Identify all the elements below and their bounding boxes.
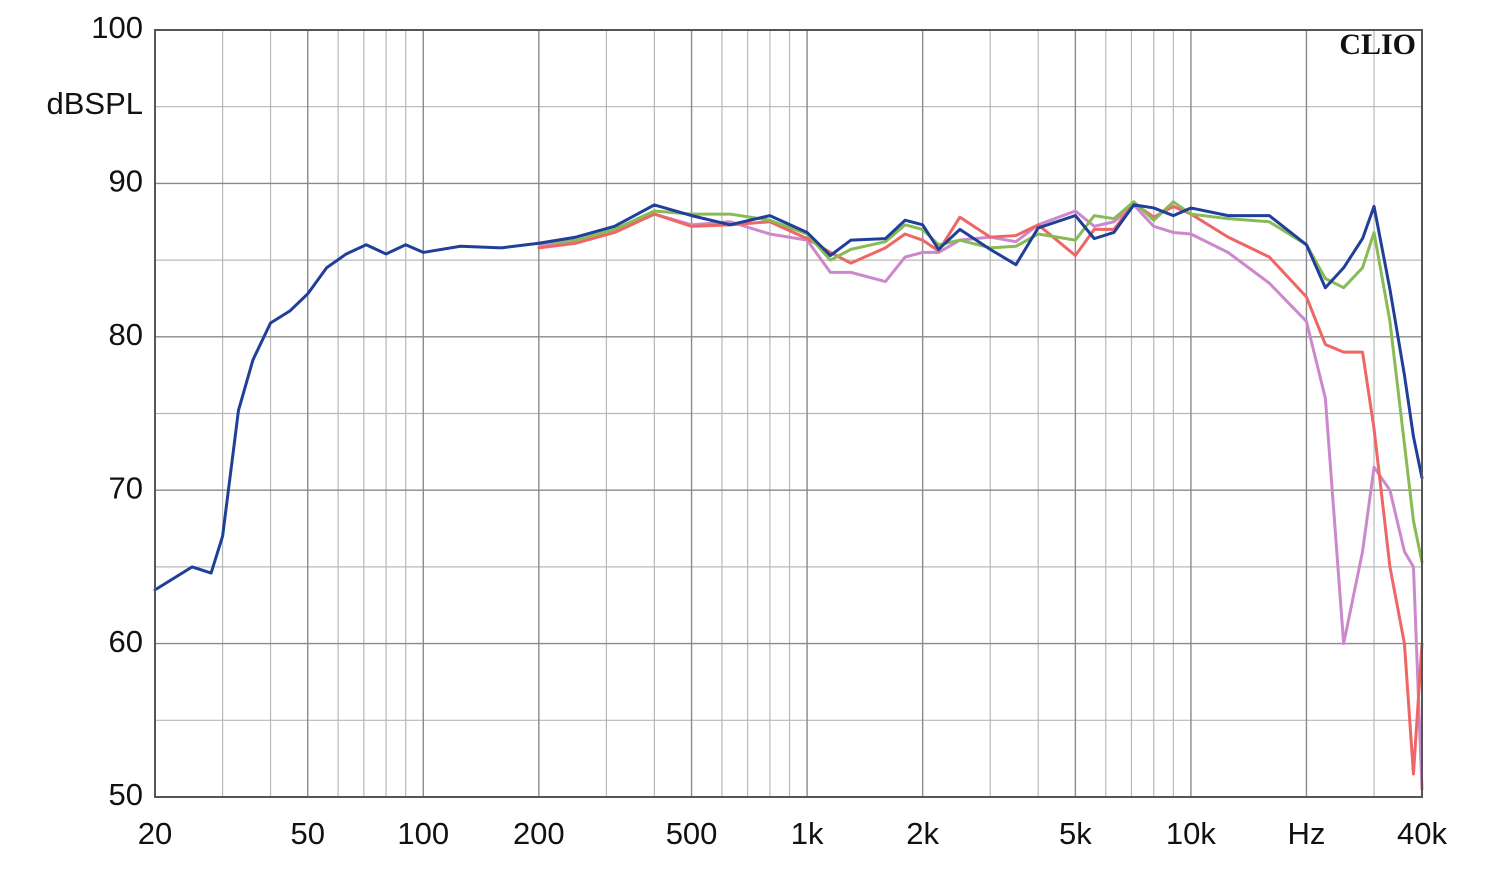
- series-line: [537, 201, 1424, 776]
- x-tick-label: 500: [666, 816, 718, 851]
- brand: CLIO: [1339, 28, 1416, 61]
- x-tick-label: 5k: [1059, 816, 1092, 851]
- x-tick-label: 100: [397, 816, 449, 851]
- x-tick-label: 200: [513, 816, 565, 851]
- x-tick-label: 40k: [1397, 816, 1447, 851]
- y-tick-label: 70: [109, 470, 143, 505]
- series-line: [153, 203, 1424, 592]
- x-tick-label: 2k: [906, 816, 939, 851]
- x-tick-label: 50: [290, 816, 324, 851]
- series-line: [537, 203, 1424, 791]
- y-tick-label: 80: [109, 317, 143, 352]
- y-tick-label: 50: [109, 777, 143, 812]
- y-tick-label: 100: [91, 10, 143, 45]
- x-tick-label: 1k: [791, 816, 824, 851]
- plot: [153, 200, 1424, 791]
- y-tick-label: 90: [109, 164, 143, 199]
- y-axis-label: dBSPL: [46, 86, 143, 121]
- y-tick-label: 60: [109, 624, 143, 659]
- plot-frame: [154, 29, 1423, 798]
- x-tick-label: 10k: [1166, 816, 1216, 851]
- x-tick-label: 20: [138, 816, 172, 851]
- x-tick-label: Hz: [1288, 816, 1326, 851]
- series-line: [537, 200, 1424, 564]
